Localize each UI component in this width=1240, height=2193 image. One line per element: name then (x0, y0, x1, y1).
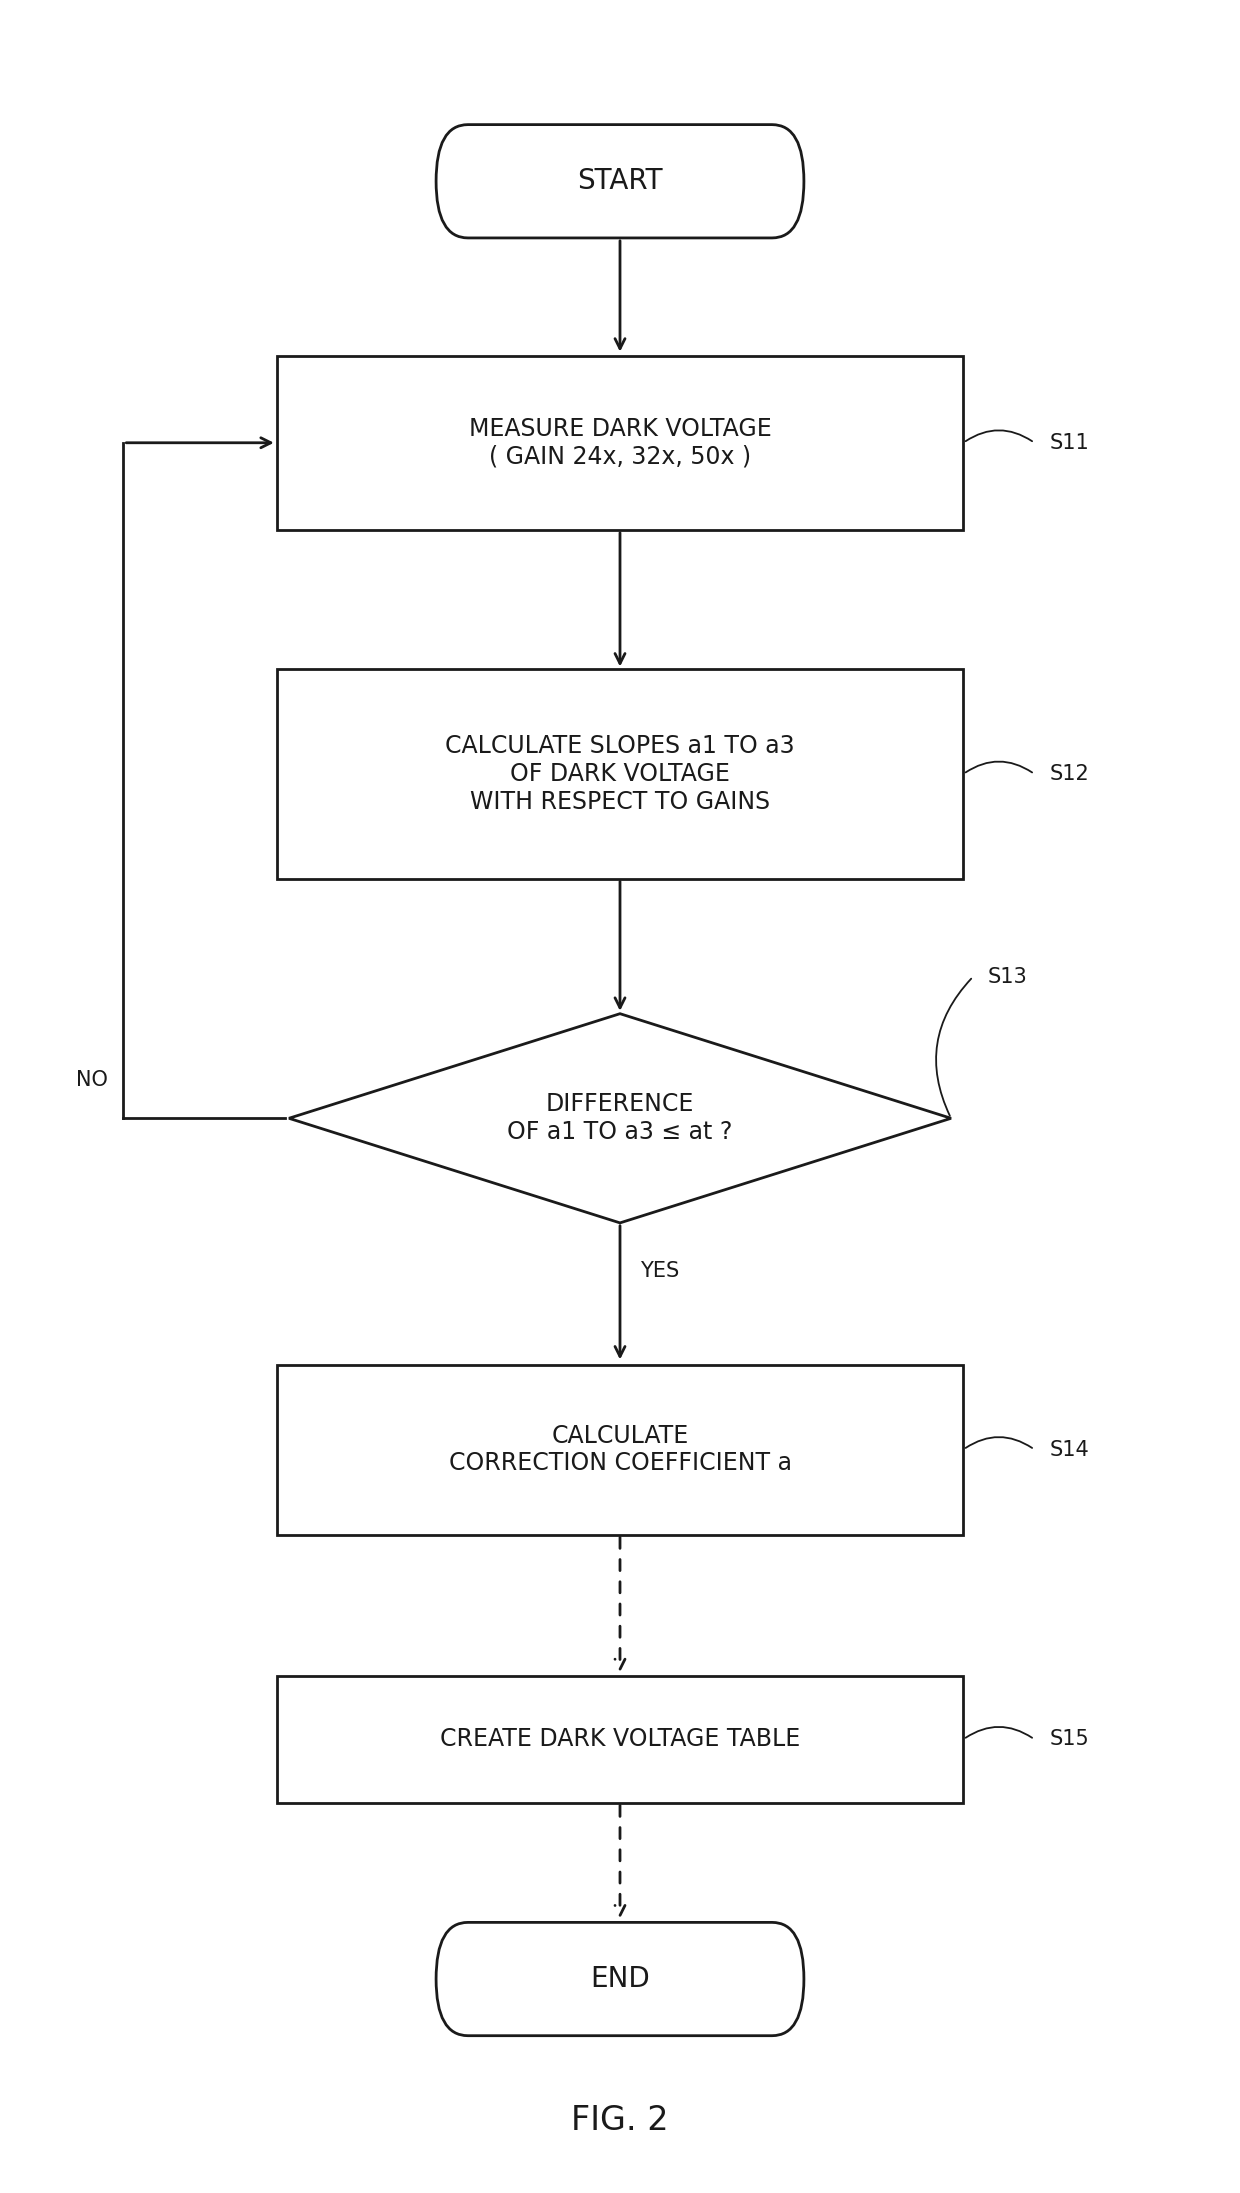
Text: MEASURE DARK VOLTAGE
( GAIN 24x, 32x, 50x ): MEASURE DARK VOLTAGE ( GAIN 24x, 32x, 50… (469, 417, 771, 469)
Bar (277, 1364, 963, 1535)
Text: FIG. 2: FIG. 2 (572, 2103, 668, 2138)
Text: CREATE DARK VOLTAGE TABLE: CREATE DARK VOLTAGE TABLE (440, 1728, 800, 1752)
Text: CALCULATE SLOPES a1 TO a3
OF DARK VOLTAGE
WITH RESPECT TO GAINS: CALCULATE SLOPES a1 TO a3 OF DARK VOLTAG… (445, 735, 795, 814)
Text: END: END (590, 1965, 650, 1993)
Text: S14: S14 (1049, 1439, 1089, 1461)
Text: NO: NO (76, 1070, 108, 1090)
Bar (277, 1675, 963, 1803)
Text: S12: S12 (1049, 763, 1089, 783)
Text: CALCULATE
CORRECTION COEFFICIENT a: CALCULATE CORRECTION COEFFICIENT a (449, 1423, 791, 1476)
FancyBboxPatch shape (436, 1923, 804, 2035)
Bar (277, 669, 963, 879)
Polygon shape (289, 1013, 951, 1224)
Text: S11: S11 (1049, 432, 1089, 452)
FancyBboxPatch shape (436, 125, 804, 237)
Text: YES: YES (640, 1261, 678, 1281)
Text: DIFFERENCE
OF a1 TO a3 ≤ at ?: DIFFERENCE OF a1 TO a3 ≤ at ? (507, 1092, 733, 1145)
Text: S13: S13 (988, 967, 1028, 987)
Text: START: START (578, 167, 662, 195)
Text: S15: S15 (1049, 1730, 1089, 1750)
Bar (277, 355, 963, 531)
